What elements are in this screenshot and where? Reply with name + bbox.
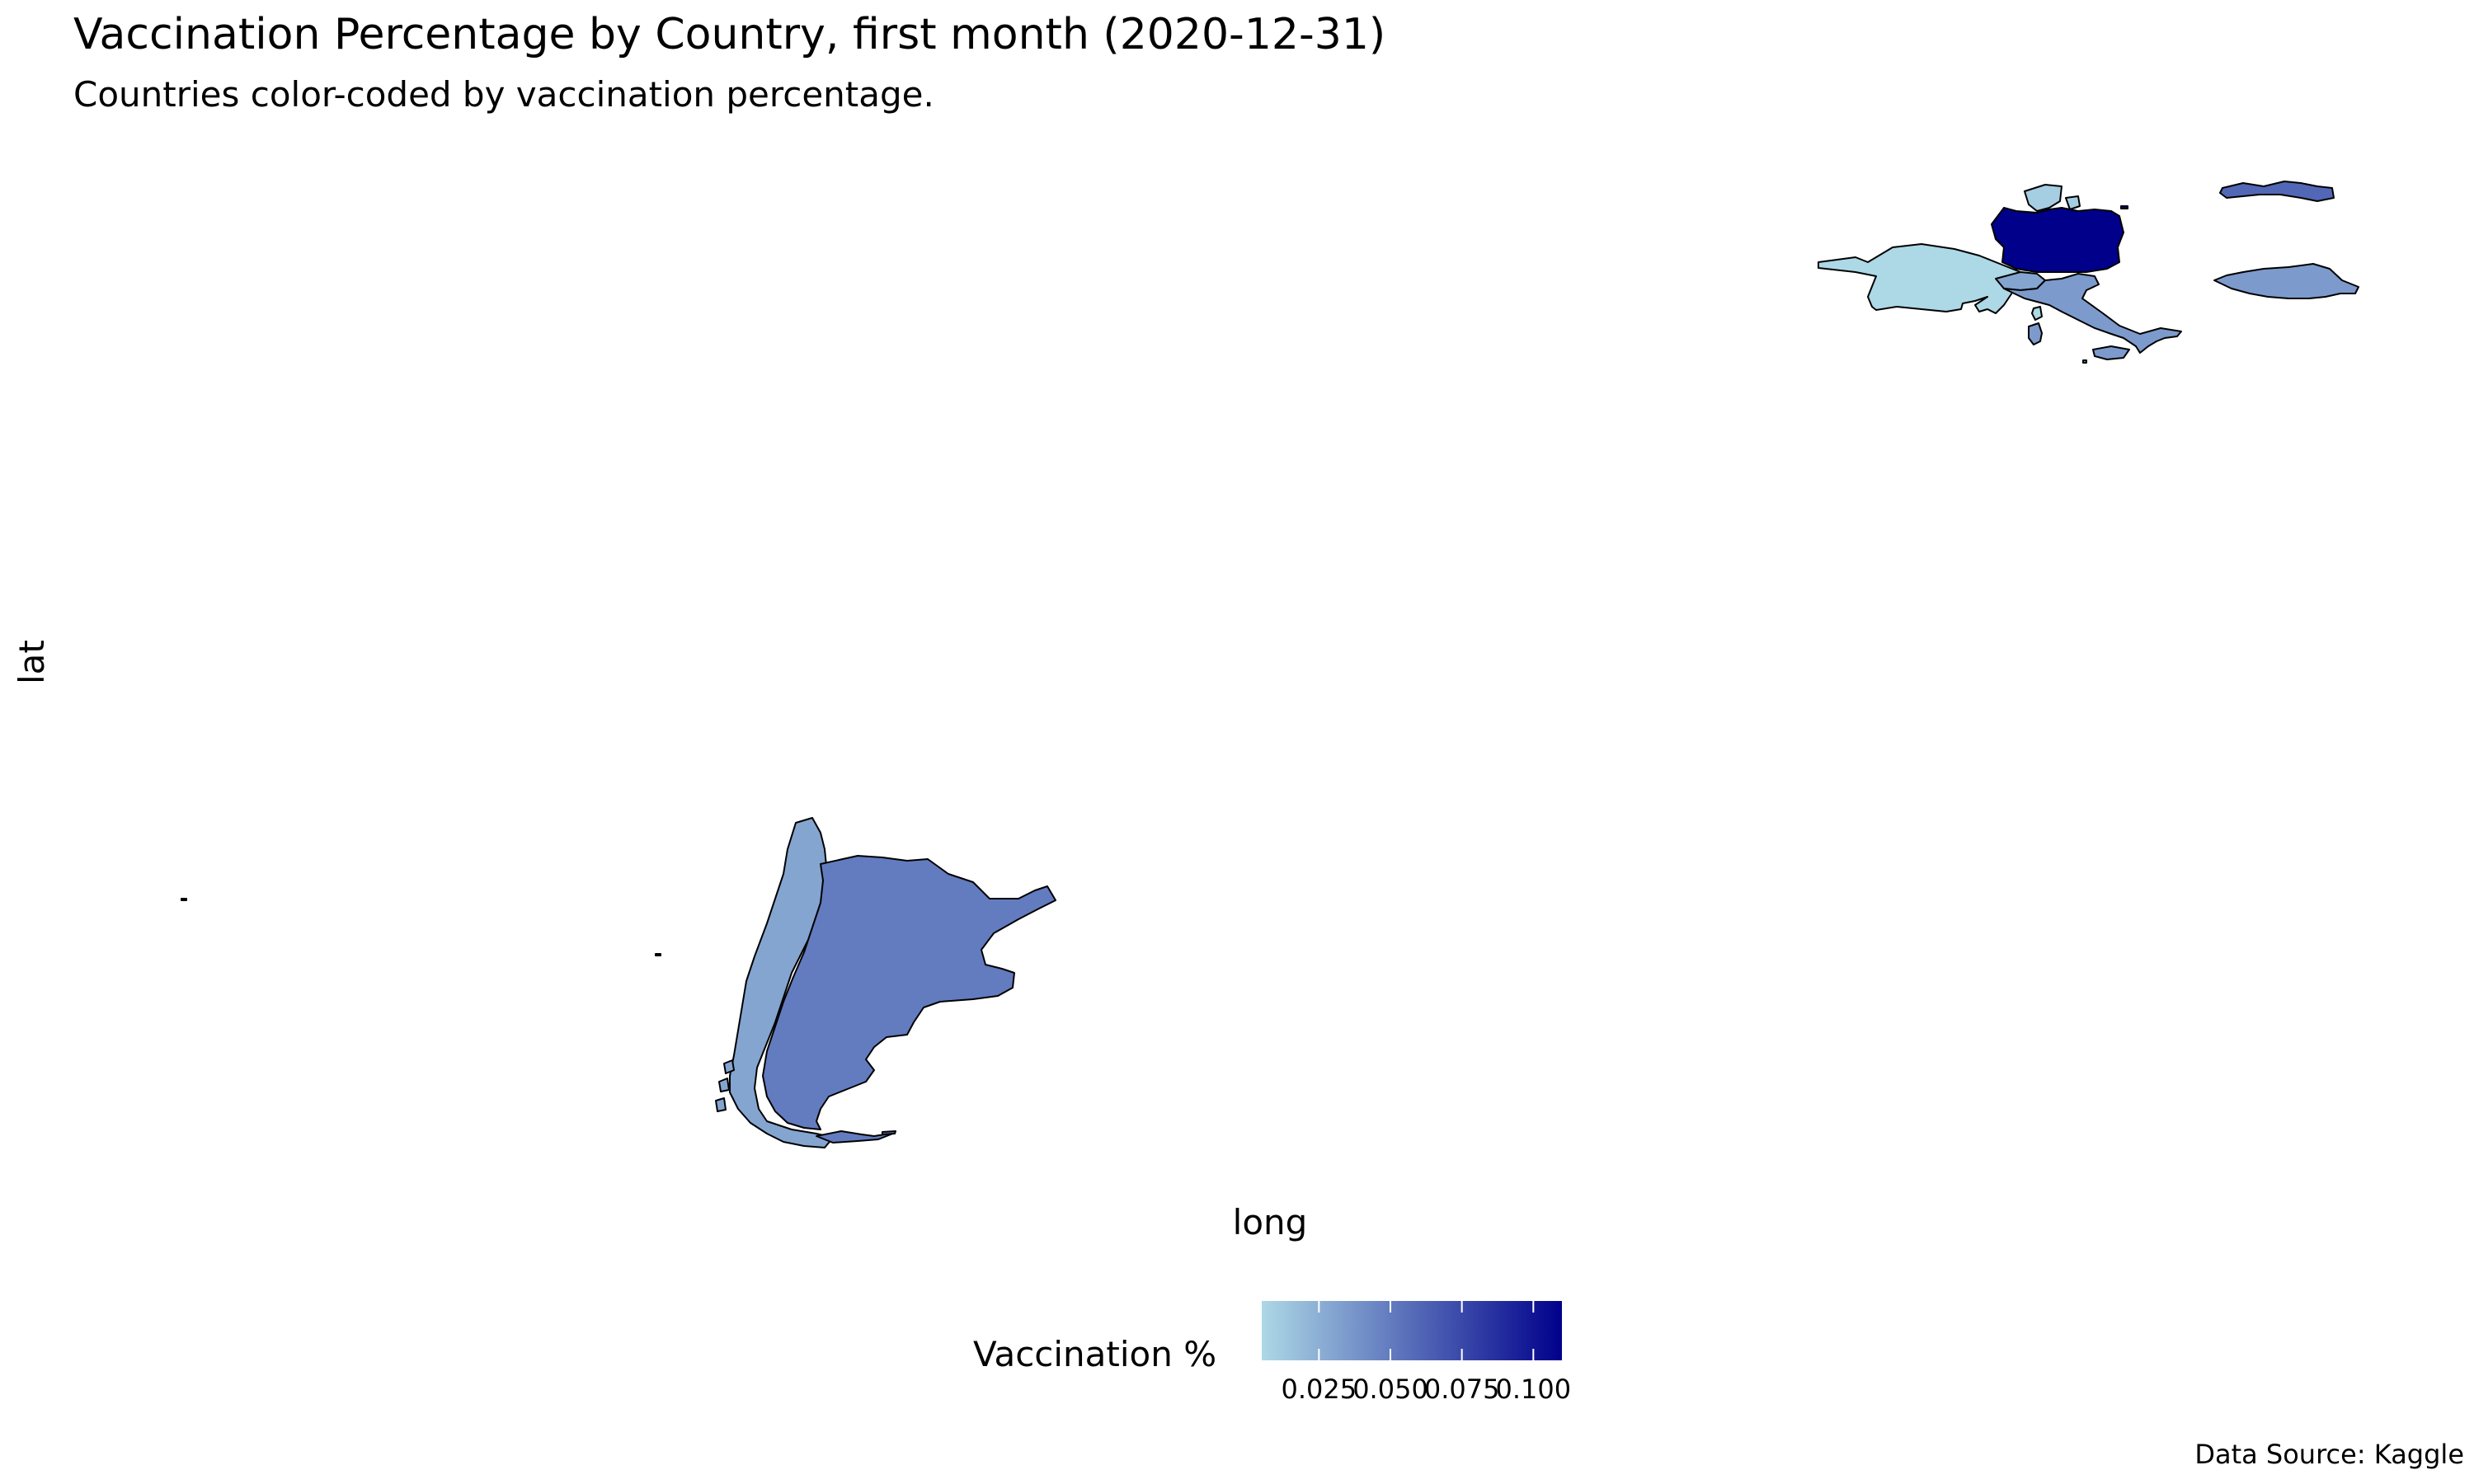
region-sicily bbox=[2092, 345, 2130, 360]
legend-tick-text: 0.075 bbox=[1423, 1374, 1500, 1405]
legend-colorbar bbox=[1262, 1301, 1562, 1360]
legend-tick-text: 0.025 bbox=[1281, 1374, 1357, 1405]
region-sardinia bbox=[2028, 322, 2043, 345]
region-small-island-mid bbox=[655, 953, 661, 956]
region-denmark-islands bbox=[2065, 195, 2081, 210]
region-chile-archipelago bbox=[715, 1059, 735, 1112]
map-title: Vaccination Percentage by Country, first… bbox=[73, 10, 1386, 59]
region-small-island-italy bbox=[2082, 359, 2087, 364]
region-argentina bbox=[762, 855, 1056, 1130]
data-source-caption: Data Source: Kaggle bbox=[2194, 1439, 2464, 1470]
region-small-island-north bbox=[2120, 205, 2128, 209]
map-subtitle: Countries color-coded by vaccination per… bbox=[73, 74, 934, 115]
legend-tick-marks bbox=[1318, 1301, 1535, 1360]
region-italy bbox=[2003, 273, 2182, 354]
region-falkland-islands bbox=[882, 1130, 896, 1135]
region-france bbox=[1818, 243, 2025, 314]
region-corsica bbox=[2031, 306, 2043, 321]
region-denmark bbox=[2024, 184, 2062, 212]
region-northern-island bbox=[2219, 181, 2335, 202]
legend-tick-text: 0.050 bbox=[1352, 1374, 1428, 1405]
legend-gradient bbox=[1262, 1301, 1562, 1360]
region-germany bbox=[1991, 207, 2124, 273]
region-southern-island bbox=[2213, 263, 2359, 299]
region-small-island-west bbox=[181, 898, 187, 901]
legend-title: Vaccination % bbox=[973, 1334, 1217, 1374]
legend-tick-text: 0.100 bbox=[1495, 1374, 1572, 1405]
x-axis-label: long bbox=[1232, 1202, 1308, 1242]
